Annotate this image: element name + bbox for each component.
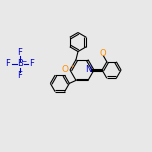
Text: F: F [6, 59, 10, 69]
Text: B: B [17, 59, 23, 69]
Text: +: + [69, 64, 74, 69]
Text: F: F [18, 71, 22, 80]
Text: F: F [18, 48, 22, 57]
Text: O: O [99, 50, 106, 59]
Text: −: − [21, 58, 26, 63]
Text: N: N [85, 66, 91, 74]
Text: O: O [61, 66, 68, 74]
Text: F: F [29, 59, 35, 69]
